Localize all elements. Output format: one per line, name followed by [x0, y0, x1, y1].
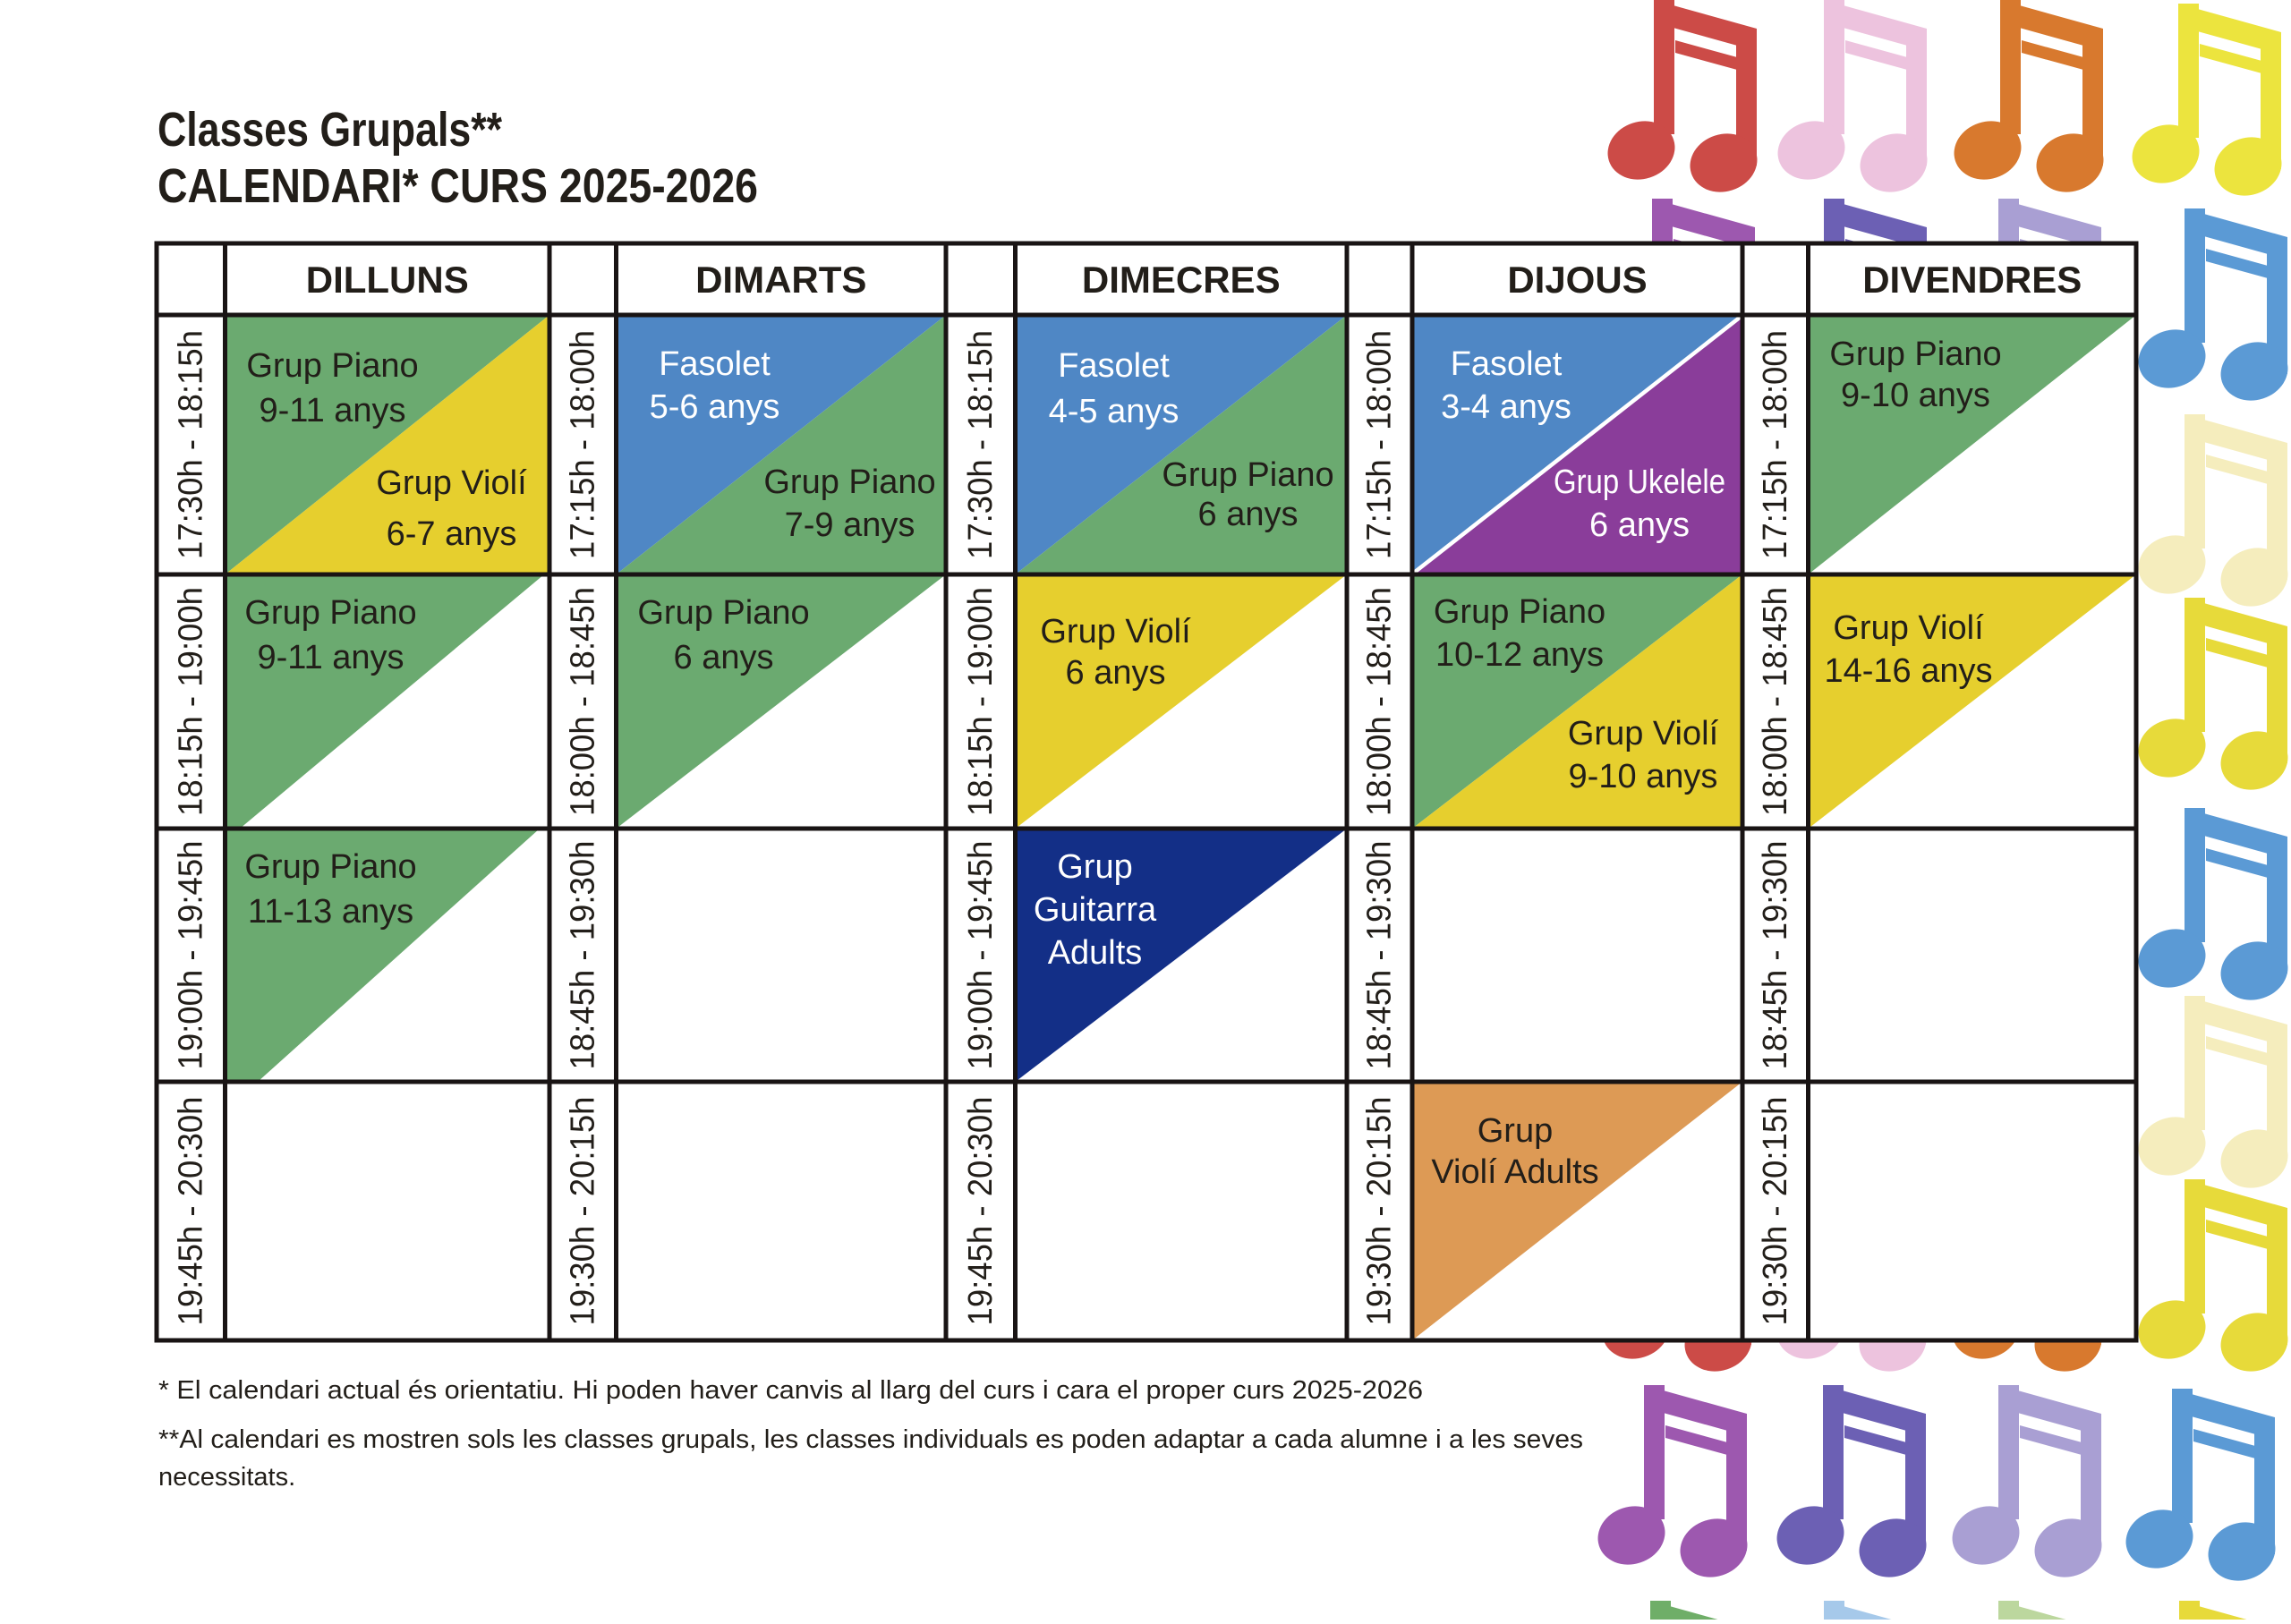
svg-text:6 anys: 6 anys [1198, 496, 1299, 533]
svg-text:4-5 anys: 4-5 anys [1049, 393, 1180, 430]
svg-text:19:00h - 19:45h: 19:00h - 19:45h [172, 841, 209, 1070]
svg-text:Grup Piano: Grup Piano [244, 848, 416, 886]
svg-text:DILLUNS: DILLUNS [306, 259, 469, 301]
svg-text:* El calendari actual és orien: * El calendari actual és orientatiu. Hi … [158, 1376, 1423, 1405]
svg-text:Guitarra: Guitarra [1034, 891, 1157, 929]
svg-text:Adults: Adults [1048, 934, 1143, 972]
svg-text:Grup Violí: Grup Violí [376, 464, 527, 502]
svg-text:19:30h - 20:15h: 19:30h - 20:15h [1361, 1097, 1399, 1326]
svg-text:11-13 anys: 11-13 anys [248, 893, 413, 931]
svg-text:DIVENDRES: DIVENDRES [1862, 259, 2082, 301]
svg-text:9-10 anys: 9-10 anys [1841, 377, 1990, 414]
svg-text:17:15h - 18:00h: 17:15h - 18:00h [1757, 330, 1794, 559]
svg-text:Violí Adults: Violí Adults [1431, 1153, 1598, 1191]
svg-text:17:30h - 18:15h: 17:30h - 18:15h [172, 330, 209, 559]
svg-text:necessitats.: necessitats. [158, 1463, 295, 1492]
svg-text:6 anys: 6 anys [1066, 654, 1166, 692]
svg-text:DIMECRES: DIMECRES [1082, 259, 1281, 301]
svg-text:9-11 anys: 9-11 anys [257, 639, 404, 676]
svg-text:17:15h - 18:00h: 17:15h - 18:00h [564, 330, 601, 559]
svg-text:DIJOUS: DIJOUS [1507, 259, 1647, 301]
svg-text:18:00h - 18:45h: 18:00h - 18:45h [1757, 587, 1794, 816]
svg-text:Grup Violí: Grup Violí [1040, 613, 1191, 650]
svg-text:Grup Piano: Grup Piano [763, 463, 935, 501]
svg-text:18:00h - 18:45h: 18:00h - 18:45h [564, 587, 601, 816]
svg-text:7-9 anys: 7-9 anys [785, 506, 916, 544]
svg-text:19:30h - 20:15h: 19:30h - 20:15h [1757, 1097, 1794, 1326]
svg-text:Grup Piano: Grup Piano [1162, 456, 1333, 494]
svg-text:Fasolet: Fasolet [1058, 347, 1170, 385]
svg-text:17:30h - 18:15h: 17:30h - 18:15h [962, 330, 1000, 559]
svg-text:18:15h - 19:00h: 18:15h - 19:00h [962, 587, 1000, 816]
svg-text:17:15h - 18:00h: 17:15h - 18:00h [1361, 330, 1399, 559]
svg-text:18:45h - 19:30h: 18:45h - 19:30h [1757, 841, 1794, 1070]
svg-text:6 anys: 6 anys [1589, 506, 1690, 544]
svg-text:Grup Violí: Grup Violí [1568, 715, 1719, 752]
svg-text:Fasolet: Fasolet [659, 345, 771, 383]
svg-text:5-6 anys: 5-6 anys [650, 388, 780, 426]
svg-text:Grup: Grup [1057, 848, 1132, 886]
svg-text:19:45h - 20:30h: 19:45h - 20:30h [172, 1097, 209, 1326]
svg-text:Grup Violí: Grup Violí [1833, 609, 1984, 647]
svg-text:Grup Piano: Grup Piano [1829, 336, 2001, 373]
svg-text:10-12 anys: 10-12 anys [1435, 636, 1604, 674]
svg-text:18:45h - 19:30h: 18:45h - 19:30h [1361, 841, 1399, 1070]
svg-text:CALENDARI* CURS 2025-2026: CALENDARI* CURS 2025-2026 [158, 159, 758, 213]
svg-text:**Al calendari es mostren sols: **Al calendari es mostren sols les class… [158, 1425, 1583, 1454]
svg-text:Grup Piano: Grup Piano [246, 347, 418, 385]
svg-text:3-4 anys: 3-4 anys [1441, 388, 1571, 426]
svg-text:Classes Grupals**: Classes Grupals** [158, 103, 502, 157]
svg-text:DIMARTS: DIMARTS [695, 259, 866, 301]
svg-text:14-16 anys: 14-16 anys [1824, 652, 1992, 690]
svg-text:9-10 anys: 9-10 anys [1569, 758, 1718, 795]
svg-text:18:00h - 18:45h: 18:00h - 18:45h [1361, 587, 1399, 816]
svg-text:Grup Piano: Grup Piano [244, 594, 416, 632]
svg-text:9-11 anys: 9-11 anys [259, 392, 405, 429]
svg-text:6 anys: 6 anys [674, 639, 774, 676]
svg-text:Grup Ukelele: Grup Ukelele [1554, 463, 1725, 501]
svg-text:Grup: Grup [1478, 1112, 1553, 1150]
svg-text:18:45h - 19:30h: 18:45h - 19:30h [564, 841, 601, 1070]
svg-text:Fasolet: Fasolet [1451, 345, 1563, 383]
svg-text:Grup Piano: Grup Piano [1434, 593, 1605, 631]
svg-text:6-7 anys: 6-7 anys [387, 515, 517, 553]
svg-text:19:00h - 19:45h: 19:00h - 19:45h [962, 841, 1000, 1070]
svg-text:19:45h - 20:30h: 19:45h - 20:30h [962, 1097, 1000, 1326]
svg-text:Grup Piano: Grup Piano [637, 594, 809, 632]
svg-text:18:15h - 19:00h: 18:15h - 19:00h [172, 587, 209, 816]
svg-text:19:30h - 20:15h: 19:30h - 20:15h [564, 1097, 601, 1326]
